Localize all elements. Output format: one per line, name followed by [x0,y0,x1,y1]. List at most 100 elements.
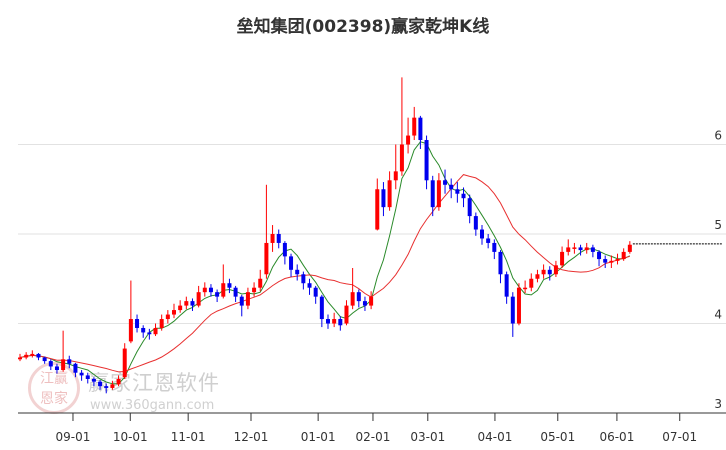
candle-body [356,292,361,302]
candle-body [264,242,269,275]
candle-body [122,348,127,378]
candle-body [165,314,170,320]
candle-body [289,256,294,270]
candle-body [350,292,355,306]
candle-body [61,359,66,371]
candle-body [54,366,59,371]
x-tick-label: 02-01 [356,430,391,444]
candle-body [215,292,220,297]
y-tick-label: 4 [714,308,722,322]
candle-body [252,287,257,293]
y-tick-label: 3 [714,397,722,411]
candle-body [486,238,491,243]
candle-body [295,269,300,275]
candle-body [375,189,380,230]
candle-body [141,327,146,333]
candle-body [461,193,466,199]
candle-body [560,251,565,266]
candle-body [455,189,460,194]
x-tick-label: 03-01 [410,430,445,444]
candle-body [104,386,109,388]
candle-body [202,287,207,293]
y-tick-label: 6 [714,129,722,143]
candle-body [381,189,386,208]
y-tick-label: 5 [714,218,722,232]
candle-body [387,180,392,208]
candle-body [276,234,281,243]
chart-title: 垒知集团(002398)赢家乾坤K线 [236,17,490,37]
candle-body [492,242,497,252]
candle-body [135,319,140,328]
candle-body [609,260,614,263]
candle-body [467,198,472,217]
candle-body [319,296,324,320]
candle-body [621,251,626,260]
candle-body [535,274,540,279]
candle-body [178,305,183,311]
candle-body [30,353,35,356]
candle-body [504,274,509,297]
candle-body [48,361,53,367]
candle-body [430,180,435,208]
x-tick-label: 01-01 [301,430,336,444]
candle-body [36,353,41,358]
candle-body [208,287,213,293]
candle-body [85,375,90,379]
candle-body [153,327,158,335]
candle-body [172,310,176,315]
candle-body [73,363,78,373]
candle-body [578,247,583,251]
candle-body [332,319,337,324]
candle-body [498,251,503,275]
candle-body [572,247,577,249]
candle-body [239,296,244,306]
x-tick-label: 04-01 [477,430,512,444]
candle-body [258,278,263,288]
candle-body [590,247,595,252]
candle-body [338,319,343,326]
candle-body [399,144,404,172]
candle-body [116,378,121,385]
candle-body [597,251,602,260]
candle-body [553,265,558,275]
ma-line-15 [19,174,630,373]
candle-body [362,301,367,306]
x-tick-label: 05-01 [540,430,575,444]
candle-body [42,357,47,362]
candle-body [615,259,620,261]
candle-body [523,287,528,290]
x-tick-label: 09-01 [56,430,91,444]
candle-body [221,283,226,297]
candle-body [541,269,546,275]
candle-body [313,287,318,297]
candle-body [529,278,534,288]
candle-body [79,372,84,376]
candle-body [307,283,312,288]
candle-body [369,296,374,306]
candle-body [406,135,411,145]
candle-body [473,216,478,230]
watermark-seal-text: 江赢恩家 [40,371,68,407]
candle-body [393,171,398,181]
x-tick-label: 10-01 [113,430,148,444]
candle-body [227,283,232,288]
candle-body [516,287,521,324]
candle-body [147,332,152,335]
candle-body [270,234,275,243]
ma-line-5 [19,141,631,385]
x-tick-label: 12-01 [234,430,269,444]
candle-body [412,117,417,136]
x-tick-label: 07-01 [662,430,697,444]
x-tick-label: 06-01 [599,430,634,444]
candle-body [449,184,454,190]
candle-body [196,292,201,306]
candle-body [547,269,552,275]
candle-body [326,319,330,324]
candle-body [443,180,448,185]
candle-body [282,242,287,257]
candle-body [233,287,238,297]
candle-body [98,381,103,387]
candle-body [18,357,22,360]
candle-body [67,359,72,364]
candle-body [190,301,195,306]
